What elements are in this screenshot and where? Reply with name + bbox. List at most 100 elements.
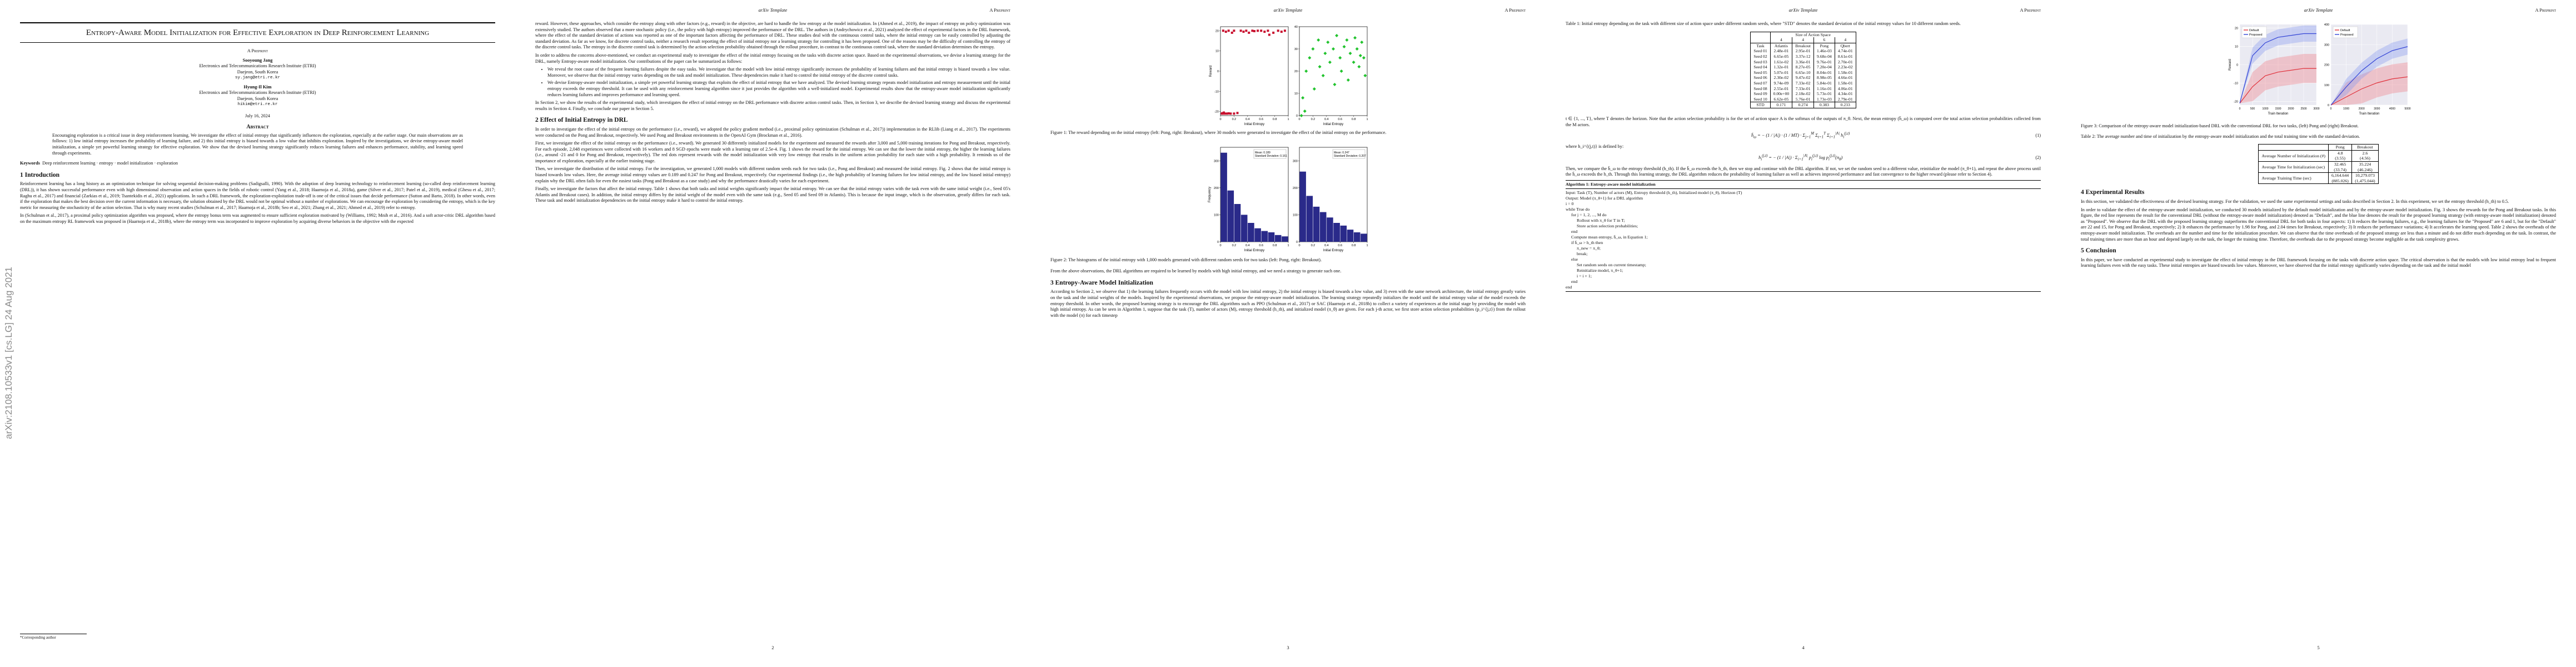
- tick-label: 1500: [2275, 107, 2281, 111]
- table-cell: 0.233: [1834, 102, 1856, 108]
- section-heading: 1 Introduction: [20, 171, 60, 178]
- histogram-bar: [1281, 236, 1288, 242]
- table-row: Average Time for Initialization (sec) 32.…: [2258, 161, 2379, 173]
- histogram-bar: [1353, 232, 1360, 242]
- tick-label: 0.6: [1259, 118, 1263, 121]
- table-row: Seed 05 5.07e-01 6.65e-10 8.04e-01 1.58e-01: [1750, 69, 1856, 76]
- table-cell: 1.32e-01: [1770, 64, 1792, 70]
- legend-entry: Default: [2340, 29, 2350, 32]
- data-point: [1239, 29, 1242, 32]
- table-cell: 7.33e-01: [1792, 86, 1814, 92]
- figure-caption: Figure 3: Comparison of the entropy-awar…: [2081, 123, 2359, 128]
- page-number: 4: [1802, 645, 1805, 650]
- tick-label: 1: [1366, 244, 1368, 247]
- plot-frame: [1220, 26, 1288, 116]
- plot-frame: [1299, 26, 1367, 116]
- tick-label: 1: [1287, 244, 1289, 247]
- table-header-cell: Breakout: [2351, 144, 2379, 151]
- data-point: [1247, 31, 1250, 34]
- table-cell: 1.61e-02: [1770, 59, 1792, 65]
- paragraph: In this paper, we have conducted an expe…: [2081, 257, 2556, 268]
- table-cell: Seed 03: [1750, 59, 1771, 65]
- figure-caption: Figure 2: The histograms of the initial …: [1050, 257, 1322, 262]
- table-row: Seed 10 6.62e-05 5.76e-01 1.73e-03 2.79e-01: [1750, 96, 1856, 102]
- table-cell: 8.04e-01: [1813, 69, 1835, 76]
- table-cell: 6.65e-05: [1770, 53, 1792, 59]
- page-number: 5: [2317, 645, 2320, 650]
- table-cell: Seed 10: [1750, 96, 1771, 102]
- tick-label: 0.8: [1272, 244, 1277, 247]
- figure-caption: Figure 1: The reward depending on the in…: [1050, 130, 1387, 135]
- table-cell: 2.23e-02: [1834, 64, 1856, 70]
- section-heading: 4 Experimental Results: [2081, 189, 2145, 196]
- table-cell: 9.68e-04: [1813, 53, 1835, 59]
- tick-label: 300: [2324, 43, 2329, 47]
- data-point: [1355, 47, 1359, 51]
- algorithm-line: π_new = π_θ;: [1577, 245, 1601, 251]
- keywords: Keywords Deep reinforcement learning · e…: [20, 161, 178, 166]
- table-cell: 5.84e-01: [1813, 80, 1835, 86]
- tick-label: 20: [1294, 70, 1297, 73]
- tick-label: 200: [2324, 64, 2329, 67]
- data-point: [1346, 78, 1350, 82]
- tick-label: 0.8: [1351, 118, 1356, 121]
- table-cell: Seed 04: [1750, 64, 1771, 70]
- table-cell: Seed 08: [1750, 86, 1771, 92]
- table-cell: Seed 07: [1750, 80, 1771, 86]
- table-header-cell: Size of Action Space: [1770, 31, 1856, 38]
- histogram-bar: [1220, 152, 1227, 242]
- table-cell: 4.8 (3.55): [2328, 150, 2352, 162]
- table-cell: 2.70e-01: [1834, 59, 1856, 65]
- data-point: [1362, 56, 1366, 59]
- data-point: [1259, 29, 1262, 32]
- table-cell: 2.55e-01: [1770, 86, 1792, 92]
- paragraph: Then, we compare the h̄_ω to the entropy…: [1566, 166, 2041, 177]
- equation-1: h̄ω = − (1 / |A|) · (1 / MT) · Σj=1M Σt=…: [1751, 132, 2041, 140]
- data-point: [1332, 83, 1336, 86]
- data-point: [1225, 112, 1228, 115]
- histogram-bar: [1319, 212, 1326, 242]
- tick-label: 2000: [2288, 107, 2294, 111]
- table-cell: 8.98e-05: [1813, 75, 1835, 81]
- data-point: [1301, 96, 1304, 99]
- table-cell: 0.383: [1813, 102, 1835, 108]
- legend-box: [2241, 26, 2266, 38]
- tick-label: 0.4: [1245, 118, 1249, 121]
- table-header-cell: Atlantis: [1770, 42, 1792, 49]
- table-cell: 2.79e-01: [1834, 96, 1856, 102]
- section-heading: 5 Conclusion: [2081, 247, 2116, 255]
- data-point: [1263, 31, 1265, 33]
- paragraph: First, we investigate the effect of the …: [535, 141, 1010, 163]
- algorithm-line: end: [1571, 278, 1578, 284]
- equation-2: hi(j,t) = − (1 / |A|) · Σi=1|A| pi(j,t) …: [1758, 153, 2041, 162]
- paragraph: Finally, we investigate the factors that…: [535, 186, 1010, 203]
- tick-label: 0: [2330, 107, 2331, 111]
- table-cell: 3.36e-01: [1792, 59, 1814, 65]
- running-header-right: A Preprint: [989, 7, 1010, 13]
- table-cell: 6.62e-05: [1770, 96, 1792, 102]
- table-cell: 9.47e-02: [1792, 75, 1814, 81]
- data-point: [1242, 31, 1244, 33]
- tick-label: 10: [1294, 92, 1297, 96]
- tick-label: 4000: [2389, 107, 2395, 111]
- data-point: [1326, 41, 1329, 44]
- tick-label: 0.2: [1311, 244, 1315, 247]
- table-cell: 2.48e-01: [1770, 48, 1792, 54]
- tick-label: 100: [1292, 213, 1297, 217]
- data-point: [1328, 61, 1332, 64]
- plot-frame: [1220, 147, 1288, 242]
- plot-frame: [1299, 147, 1367, 242]
- bullet: We reveal the root cause of the frequent…: [547, 67, 1010, 78]
- table-cell: 3.37e-12: [1792, 53, 1814, 59]
- table-header-cell: 4: [1792, 37, 1814, 43]
- running-header: arXiv Template: [2304, 7, 2333, 13]
- tick-label: 0.8: [1351, 244, 1356, 247]
- figure-2: 0 0.2 0.4 0.6 0.8 1 0 100 200 300 Mean: 0.189 Stand…: [1205, 144, 1372, 255]
- table-cell: 9.74e-09: [1770, 80, 1792, 86]
- table-cell: 2.18e-02: [1792, 91, 1814, 97]
- data-point: [1283, 29, 1286, 32]
